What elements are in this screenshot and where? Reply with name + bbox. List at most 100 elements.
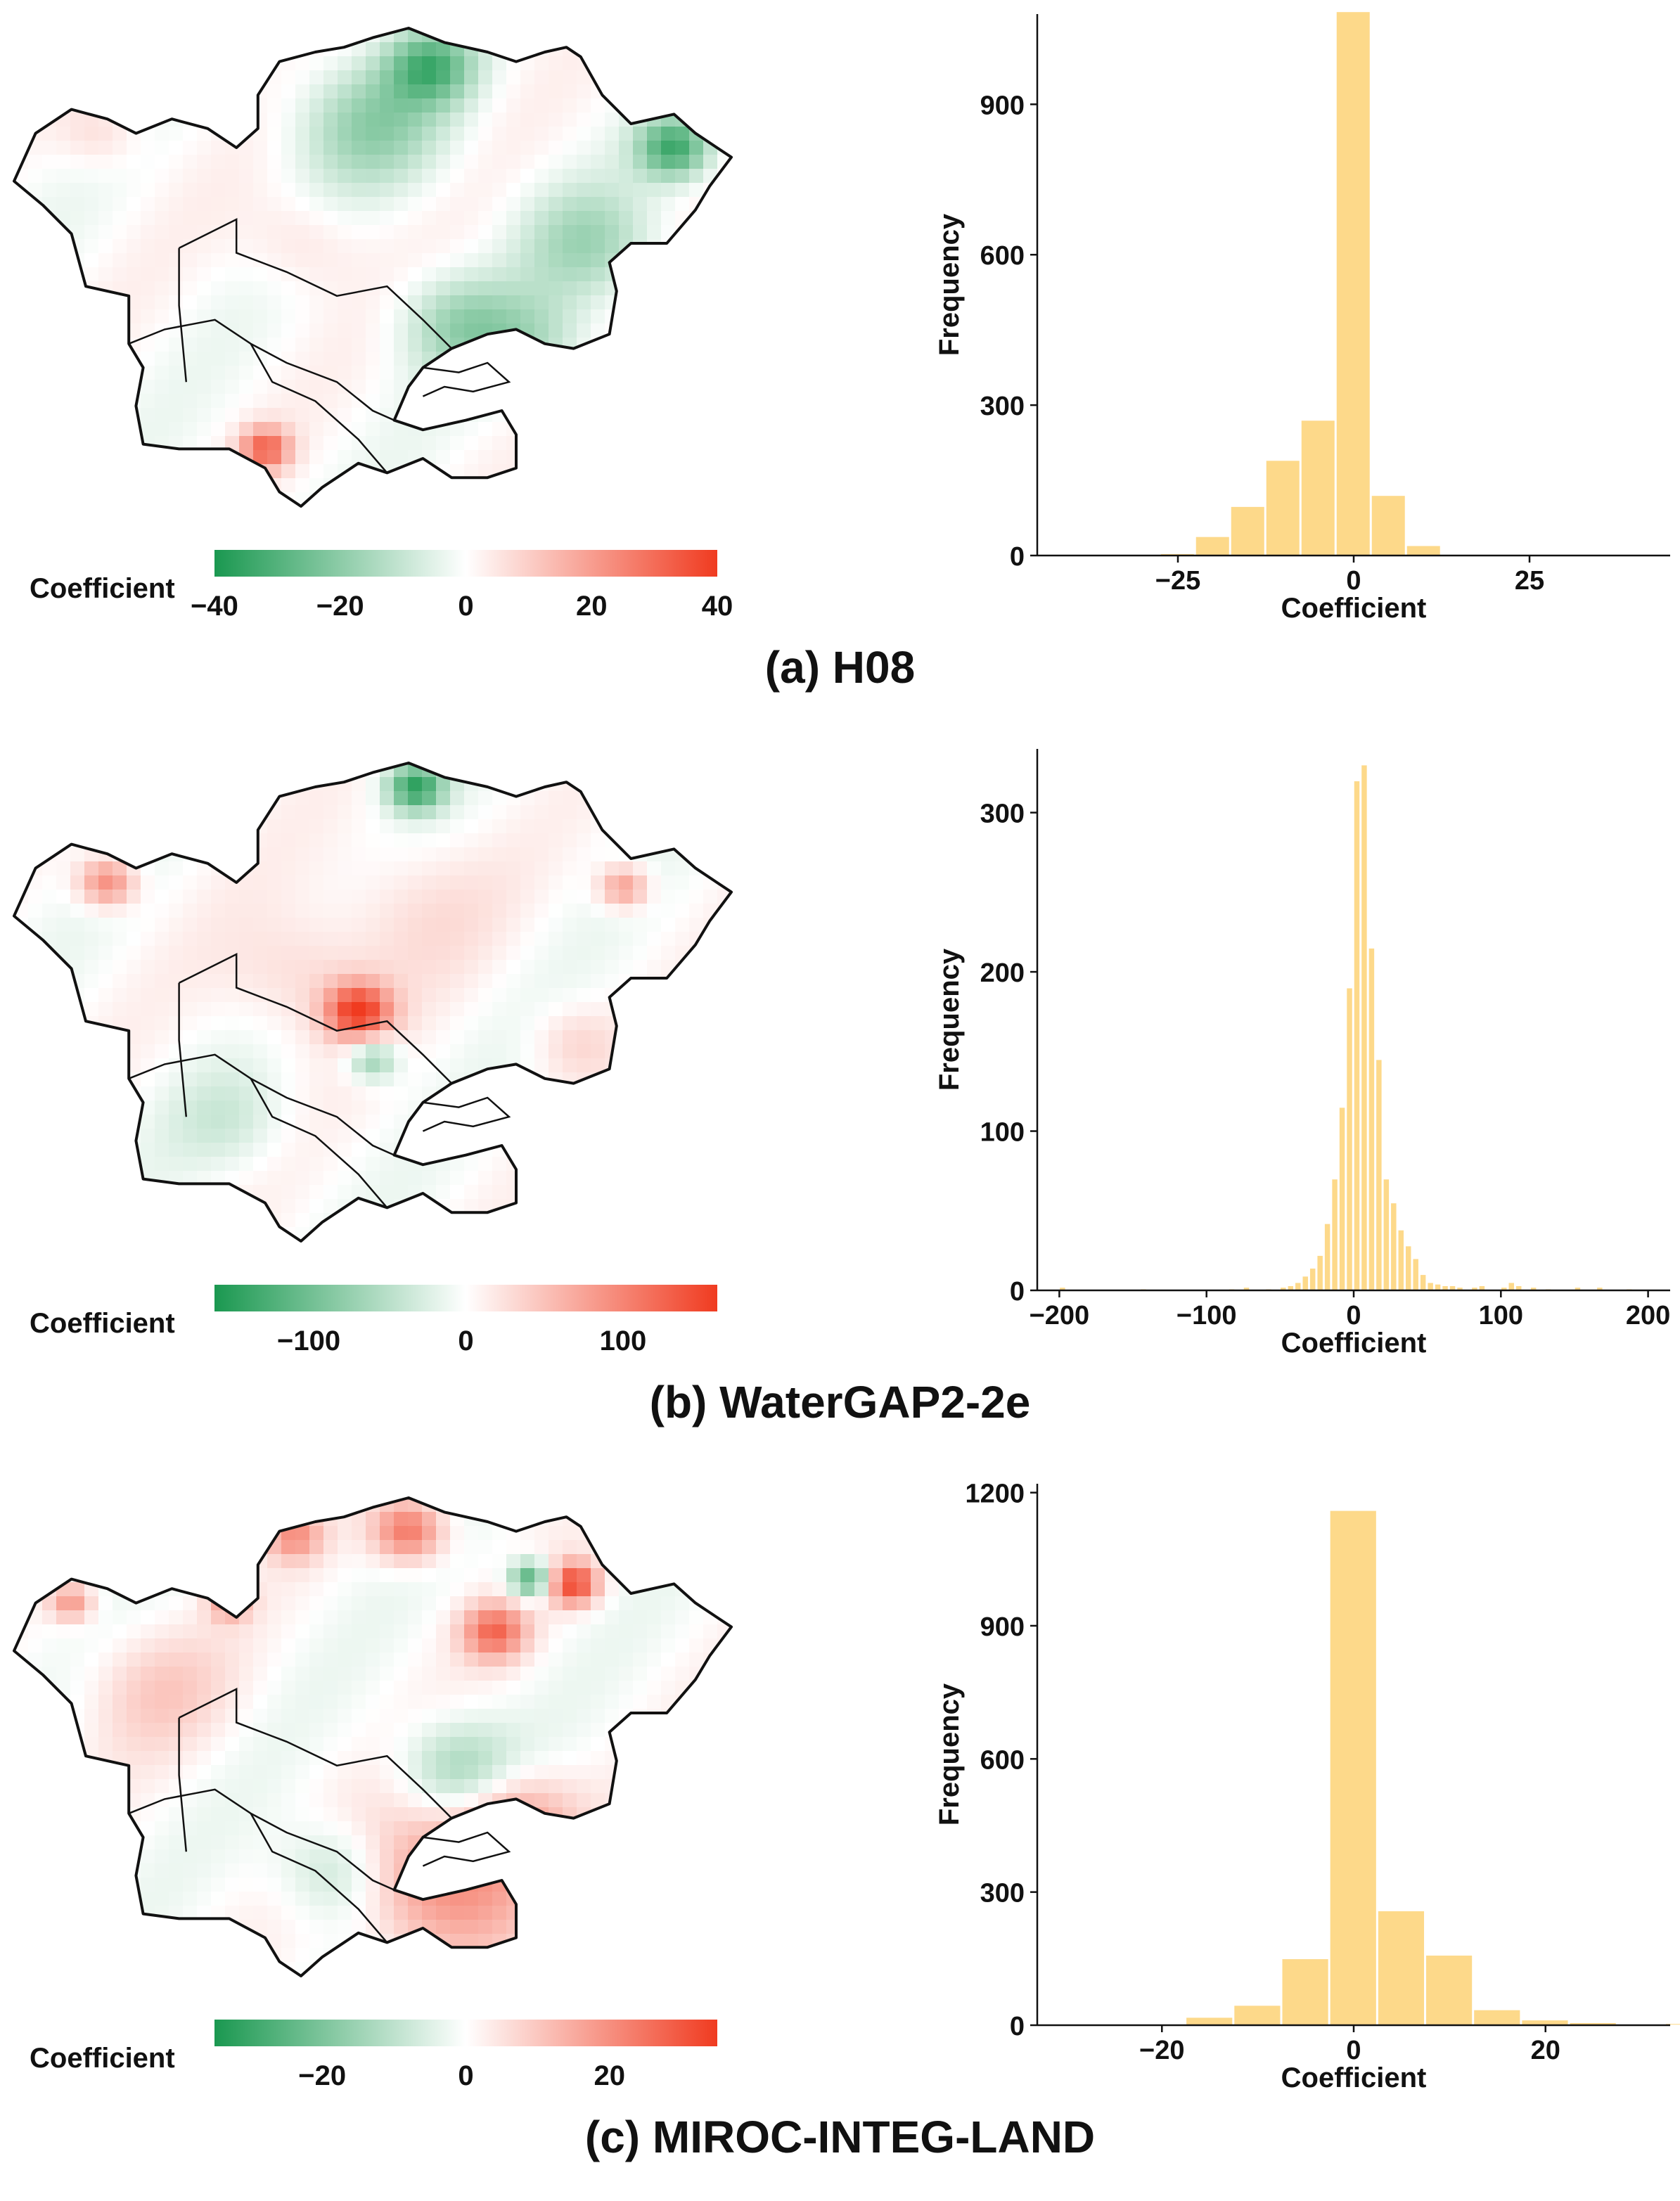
- map-cell: [253, 225, 268, 240]
- map-cell: [42, 1610, 57, 1625]
- map-cell: [113, 1185, 127, 1200]
- map-cell: [338, 988, 352, 1003]
- map-cell: [605, 408, 620, 423]
- map-cell: [197, 267, 212, 282]
- map-cell: [619, 1498, 634, 1513]
- map-cell: [619, 155, 634, 169]
- map-cell: [169, 1157, 184, 1172]
- map-cell: [352, 1171, 366, 1186]
- histogram-bar: [1336, 11, 1371, 556]
- map-cell: [464, 974, 479, 989]
- map-cell: [591, 225, 605, 240]
- map-cell: [14, 1878, 29, 1892]
- map-cell: [591, 861, 605, 876]
- map-cell: [225, 1115, 240, 1129]
- map-cell: [253, 155, 268, 169]
- colorbar-tick-label: 0: [458, 591, 473, 622]
- map-cell: [633, 225, 648, 240]
- map-cell: [84, 1878, 99, 1892]
- map-cell: [661, 197, 676, 212]
- map-cell: [408, 1793, 423, 1808]
- map-cell: [113, 70, 127, 85]
- map-cell: [380, 1723, 395, 1738]
- map-cell: [408, 1129, 423, 1143]
- map-cell: [619, 1849, 634, 1864]
- map-cell: [661, 1793, 676, 1808]
- map-cell: [549, 1185, 563, 1200]
- map-cell: [84, 1695, 99, 1709]
- map-cell: [141, 1540, 155, 1555]
- map-cell: [577, 1100, 591, 1115]
- map-cell: [56, 1751, 71, 1766]
- map-cell: [689, 988, 704, 1003]
- map-cell: [689, 1030, 704, 1045]
- map-cell: [675, 1779, 690, 1794]
- map-cell: [605, 1171, 620, 1186]
- map-cell: [661, 183, 676, 198]
- map-cell: [689, 366, 704, 380]
- map-cell: [70, 422, 85, 437]
- map-cell: [239, 492, 254, 507]
- map-cell: [28, 56, 43, 71]
- map-cell: [717, 1213, 732, 1228]
- map-cell: [450, 847, 465, 862]
- map-cell: [506, 309, 521, 324]
- map-cell: [113, 408, 127, 423]
- map-cell: [619, 1568, 634, 1583]
- histogram-bar: [1354, 781, 1360, 1290]
- map-cell: [394, 1185, 409, 1200]
- map-cell: [98, 464, 113, 479]
- map-cell: [197, 1681, 212, 1695]
- map-cell: [211, 1213, 226, 1228]
- map-cell: [225, 1821, 240, 1836]
- map-cell: [506, 988, 521, 1003]
- map-cell: [70, 1793, 85, 1808]
- map-cell: [380, 974, 395, 989]
- map-cell: [577, 1681, 591, 1695]
- map-cell: [70, 1157, 85, 1172]
- map-cell: [169, 281, 184, 296]
- map-cell: [141, 408, 155, 423]
- map-cell: [42, 960, 57, 975]
- map-cell: [155, 225, 169, 240]
- map-cell: [534, 1667, 549, 1681]
- map-cell: [127, 197, 141, 212]
- map-cell: [549, 450, 563, 465]
- map-cell: [717, 1100, 732, 1115]
- map-cell: [408, 1821, 423, 1836]
- map-cell: [239, 1793, 254, 1808]
- map-cell: [549, 1568, 563, 1583]
- map-cell: [394, 1807, 409, 1822]
- map-cell: [661, 1016, 676, 1031]
- map-cell: [619, 946, 634, 961]
- map-cell: [633, 904, 648, 918]
- map-cell: [366, 253, 380, 268]
- map-cell: [28, 295, 43, 310]
- map-cell: [155, 141, 169, 155]
- x-axis-label: Coefficient: [1281, 593, 1427, 624]
- map-cell: [605, 1030, 620, 1045]
- map-cell: [717, 988, 732, 1003]
- map-cell: [689, 819, 704, 834]
- map-cell: [56, 1199, 71, 1214]
- map-cell: [717, 225, 732, 240]
- map-cell: [113, 1526, 127, 1541]
- map-cell: [183, 141, 198, 155]
- map-cell: [155, 98, 169, 113]
- map-cell: [14, 1002, 29, 1017]
- map-cell: [450, 1765, 465, 1780]
- map-cell: [380, 295, 395, 310]
- map-cell: [113, 1129, 127, 1143]
- map-cell: [605, 380, 620, 394]
- map-cell: [14, 239, 29, 254]
- map-cell: [14, 777, 29, 792]
- map-cell: [352, 70, 366, 85]
- map-cell: [619, 791, 634, 806]
- map-cell: [647, 1213, 662, 1228]
- map-cell: [408, 1667, 423, 1681]
- map-cell: [563, 890, 577, 904]
- map-cell: [534, 1016, 549, 1031]
- map-cell: [352, 833, 366, 848]
